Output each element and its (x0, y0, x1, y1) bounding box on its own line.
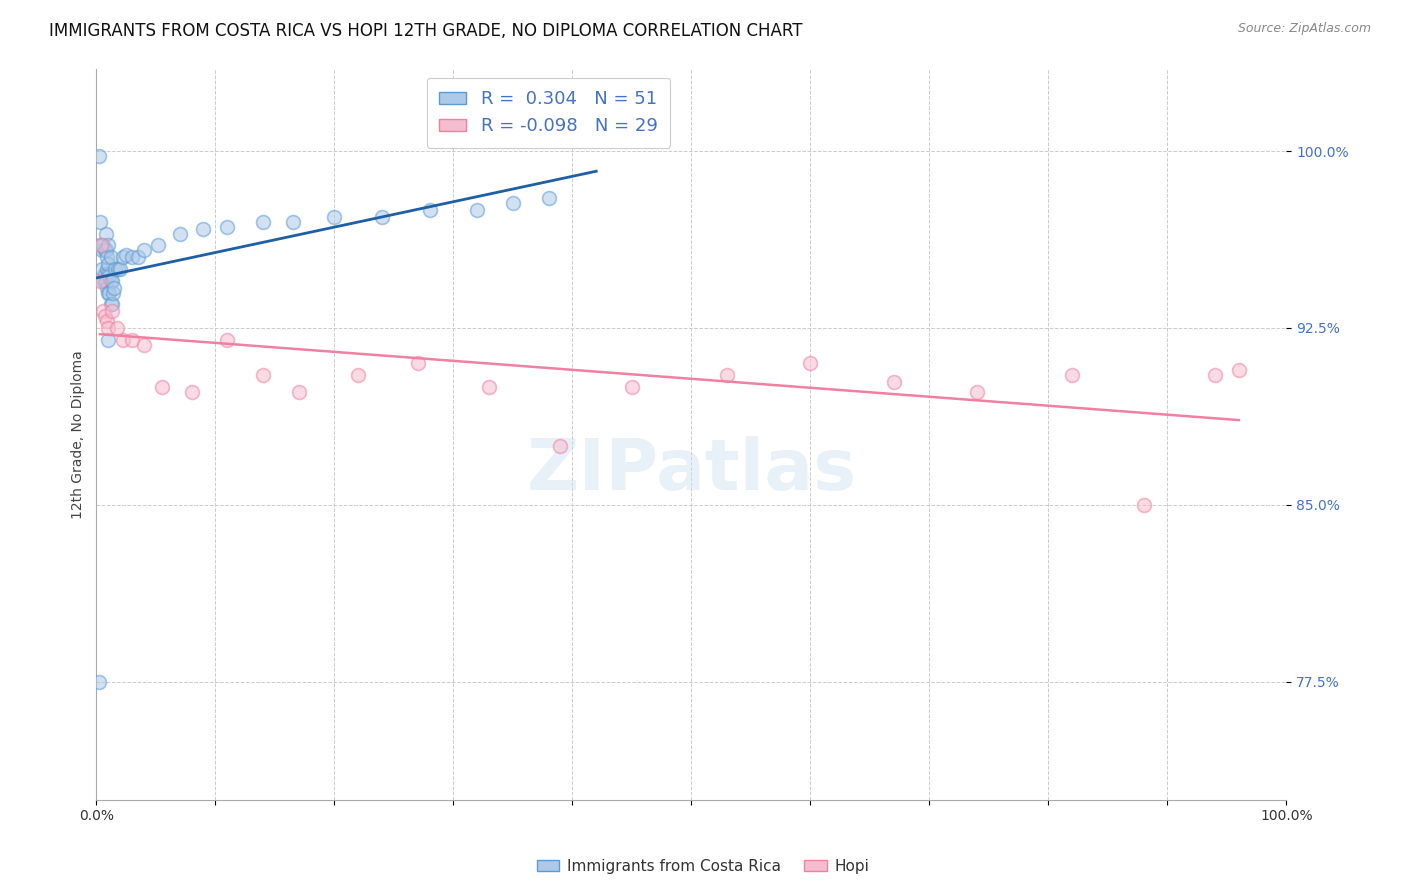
Point (465, 202, 488, 217)
Point (87, 674, 110, 689)
Point (150, 380, 173, 394)
Legend: Immigrants from Costa Rica, Hopi: Immigrants from Costa Rica, Hopi (530, 853, 876, 880)
Point (96, 281, 118, 295)
Point (1132, 498, 1154, 512)
Point (620, 380, 643, 394)
Point (323, 210, 346, 224)
Point (89, 274, 111, 288)
Point (537, 191, 560, 205)
Point (96, 250, 118, 264)
Point (121, 250, 143, 264)
Point (97, 267, 120, 281)
Point (502, 196, 524, 211)
Point (217, 333, 239, 347)
Point (101, 297, 124, 311)
Point (716, 368, 738, 383)
Point (94, 243, 117, 257)
Point (883, 376, 905, 390)
Point (89, 238, 111, 252)
Point (180, 384, 202, 399)
Point (93, 243, 115, 257)
Point (111, 333, 134, 347)
Point (132, 337, 155, 351)
Point (121, 333, 143, 347)
Point (148, 238, 170, 252)
Point (97, 285, 120, 300)
Point (93, 304, 115, 318)
Point (550, 439, 572, 453)
Point (100, 250, 122, 264)
Point (96, 314, 118, 328)
Point (281, 215, 304, 229)
Point (89, 215, 111, 229)
Point (799, 356, 821, 370)
Point (111, 250, 134, 264)
Point (1204, 368, 1226, 383)
Point (90, 238, 112, 252)
Point (93, 267, 115, 281)
Point (93, 309, 115, 323)
Point (96, 262, 118, 277)
Point (169, 227, 191, 241)
Point (93, 274, 115, 288)
Point (104, 262, 127, 277)
Point (406, 356, 429, 370)
Point (252, 368, 274, 383)
Point (98, 269, 121, 284)
Point (478, 380, 501, 394)
Point (127, 250, 149, 264)
Point (193, 222, 215, 236)
Point (94, 227, 117, 241)
Y-axis label: 12th Grade, No Diploma: 12th Grade, No Diploma (72, 350, 86, 518)
Point (371, 210, 394, 224)
Text: Source: ZipAtlas.com: Source: ZipAtlas.com (1237, 22, 1371, 36)
Point (287, 384, 309, 399)
Point (101, 304, 124, 318)
Point (91, 262, 114, 277)
Point (132, 243, 155, 257)
Point (347, 368, 370, 383)
Point (97, 333, 120, 347)
Point (101, 274, 124, 288)
Point (100, 274, 122, 288)
Text: IMMIGRANTS FROM COSTA RICA VS HOPI 12TH GRADE, NO DIPLOMA CORRELATION CHART: IMMIGRANTS FROM COSTA RICA VS HOPI 12TH … (49, 22, 803, 40)
Point (93, 274, 115, 288)
Point (97, 238, 120, 252)
Point (98, 285, 121, 300)
Point (115, 248, 138, 262)
Text: ZIPatlas: ZIPatlas (526, 436, 856, 505)
Point (97, 321, 120, 335)
Point (103, 281, 125, 295)
Point (100, 297, 122, 311)
Point (107, 262, 129, 277)
Point (93, 238, 115, 252)
Legend: R =  0.304   N = 51, R = -0.098   N = 29: R = 0.304 N = 51, R = -0.098 N = 29 (426, 78, 671, 148)
Point (105, 321, 128, 335)
Point (94, 274, 117, 288)
Point (101, 285, 124, 300)
Point (108, 262, 131, 277)
Point (1227, 363, 1250, 377)
Point (97, 257, 120, 271)
Point (252, 215, 274, 229)
Point (217, 219, 239, 234)
Point (966, 384, 988, 399)
Point (91, 243, 114, 257)
Point (419, 202, 441, 217)
Point (1062, 368, 1084, 383)
Point (87, 149, 110, 163)
